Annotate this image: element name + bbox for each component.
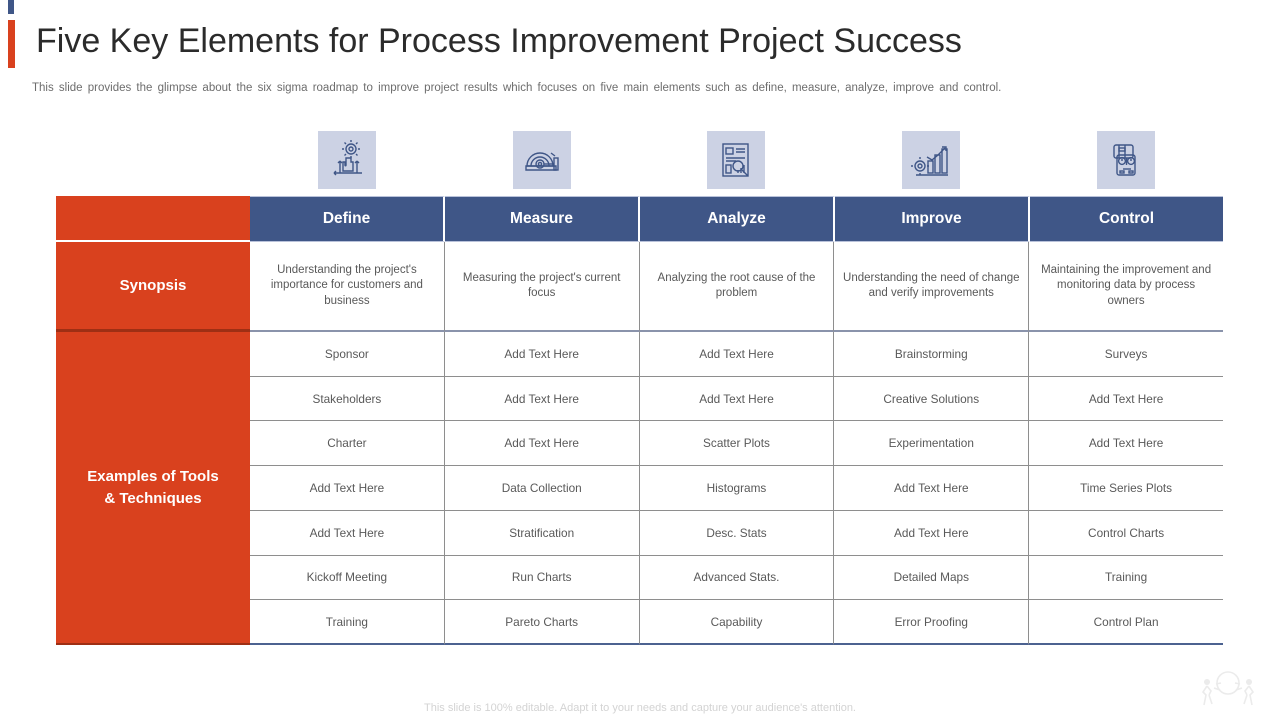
cell-measure[interactable]: Add Text Here: [444, 332, 640, 377]
accent-bar-blue: [8, 0, 14, 14]
control-panel-dials-icon: [1096, 131, 1155, 189]
cell-analyze[interactable]: Capability: [639, 600, 835, 646]
cell-control[interactable]: Control Plan: [1029, 600, 1223, 646]
page-title: Five Key Elements for Process Improvemen…: [36, 22, 962, 60]
icon-cell-define: [250, 131, 445, 189]
table-row: Add Text Here Stratification Desc. Stats…: [250, 510, 1223, 556]
table-row: Sponsor Add Text Here Add Text Here Brai…: [250, 332, 1223, 377]
row-label-examples: Examples of Tools & Techniques: [56, 332, 250, 645]
icon-cell-control: [1028, 131, 1223, 189]
cell-improve[interactable]: Creative Solutions: [834, 376, 1030, 422]
icon-cell-analyze: [639, 131, 834, 189]
cell-analyze[interactable]: Scatter Plots: [639, 421, 835, 467]
cell-measure[interactable]: Pareto Charts: [444, 600, 640, 646]
synopsis-cell-define[interactable]: Understanding the project's importance f…: [250, 242, 445, 332]
cell-analyze[interactable]: Add Text Here: [639, 376, 835, 422]
cell-improve[interactable]: Add Text Here: [834, 510, 1030, 556]
examples-rows-container: Sponsor Add Text Here Add Text Here Brai…: [250, 332, 1223, 646]
cell-define[interactable]: Kickoff Meeting: [250, 555, 445, 601]
cell-control[interactable]: Time Series Plots: [1029, 466, 1223, 511]
table-row-synopsis: Synopsis Understanding the project's imp…: [56, 242, 1223, 332]
table-row: Charter Add Text Here Scatter Plots Expe…: [250, 421, 1223, 467]
cell-control[interactable]: Surveys: [1029, 332, 1223, 377]
cell-measure[interactable]: Data Collection: [444, 466, 640, 511]
cell-define[interactable]: Stakeholders: [250, 376, 445, 422]
column-header-define[interactable]: Define: [250, 196, 445, 242]
phase-icon-strip: [250, 131, 1223, 189]
cell-analyze[interactable]: Add Text Here: [639, 332, 835, 377]
measuring-gauge-icon: [512, 131, 571, 189]
process-elements-table: Define Measure Analyze Improve Control S…: [56, 196, 1223, 646]
cell-improve[interactable]: Add Text Here: [834, 466, 1030, 511]
cell-analyze[interactable]: Desc. Stats: [639, 510, 835, 556]
icon-cell-measure: [445, 131, 640, 189]
cell-improve[interactable]: Brainstorming: [834, 332, 1030, 377]
synopsis-cell-improve[interactable]: Understanding the need of change and ver…: [834, 242, 1030, 332]
cell-define[interactable]: Add Text Here: [250, 510, 445, 556]
synopsis-cell-measure[interactable]: Measuring the project's current focus: [444, 242, 640, 332]
table-row: Add Text Here Data Collection Histograms…: [250, 466, 1223, 511]
column-header-improve[interactable]: Improve: [835, 196, 1030, 242]
gear-hand-arrows-icon: [318, 131, 377, 189]
table-row: Kickoff Meeting Run Charts Advanced Stat…: [250, 555, 1223, 601]
accent-bar-orange: [8, 20, 15, 68]
row-label-examples-line1: Examples of Tools: [87, 467, 219, 485]
synopsis-cell-analyze[interactable]: Analyzing the root cause of the problem: [639, 242, 835, 332]
cell-measure[interactable]: Add Text Here: [444, 376, 640, 422]
column-header-control[interactable]: Control: [1030, 196, 1223, 242]
cell-analyze[interactable]: Histograms: [639, 466, 835, 511]
table-section-examples: Examples of Tools & Techniques Sponsor A…: [56, 332, 1223, 646]
synopsis-cell-control[interactable]: Maintaining the improvement and monitori…: [1029, 242, 1223, 332]
cell-control[interactable]: Control Charts: [1029, 510, 1223, 556]
cell-analyze[interactable]: Advanced Stats.: [639, 555, 835, 601]
cell-control[interactable]: Training: [1029, 555, 1223, 601]
row-label-synopsis: Synopsis: [56, 242, 250, 332]
table-row: Stakeholders Add Text Here Add Text Here…: [250, 376, 1223, 422]
cell-define[interactable]: Sponsor: [250, 332, 445, 377]
header-corner-cell: [56, 196, 250, 242]
document-magnifier-icon: [707, 131, 766, 189]
cell-measure[interactable]: Run Charts: [444, 555, 640, 601]
cell-control[interactable]: Add Text Here: [1029, 376, 1223, 422]
footer-note: This slide is 100% editable. Adapt it to…: [424, 702, 856, 714]
cell-improve[interactable]: Experimentation: [834, 421, 1030, 467]
icon-cell-improve: [834, 131, 1029, 189]
cell-improve[interactable]: Detailed Maps: [834, 555, 1030, 601]
cell-define[interactable]: Add Text Here: [250, 466, 445, 511]
cell-measure[interactable]: Stratification: [444, 510, 640, 556]
cell-define[interactable]: Charter: [250, 421, 445, 467]
table-header-row: Define Measure Analyze Improve Control: [56, 196, 1223, 242]
cell-improve[interactable]: Error Proofing: [834, 600, 1030, 646]
table-row: Training Pareto Charts Capability Error …: [250, 600, 1223, 646]
cell-define[interactable]: Training: [250, 600, 445, 646]
column-header-measure[interactable]: Measure: [445, 196, 640, 242]
cell-measure[interactable]: Add Text Here: [444, 421, 640, 467]
page-subtitle: This slide provides the glimpse about th…: [32, 82, 1002, 94]
cell-control[interactable]: Add Text Here: [1029, 421, 1223, 467]
column-header-analyze[interactable]: Analyze: [640, 196, 835, 242]
people-watermark-icon: [1192, 668, 1264, 714]
bar-chart-gear-growth-icon: [902, 131, 961, 189]
row-label-examples-line2: & Techniques: [104, 489, 202, 507]
